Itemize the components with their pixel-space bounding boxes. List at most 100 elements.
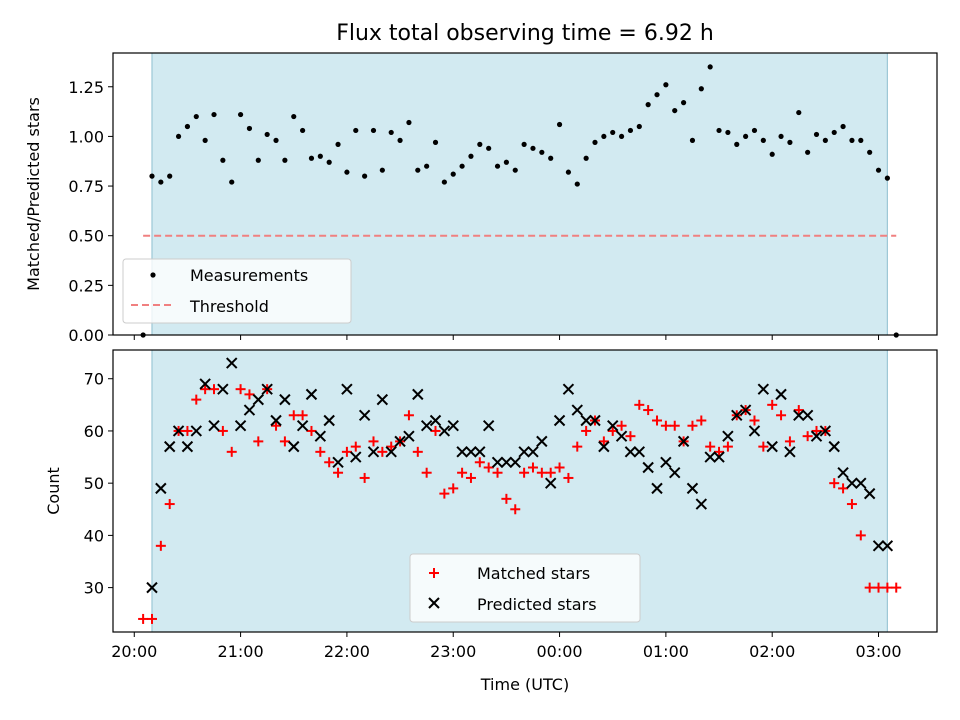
predicted-star-point-b (482, 420, 495, 432)
measurement-point (875, 167, 882, 173)
matched-star-point (855, 530, 866, 541)
predicted-star-point (642, 461, 654, 474)
predicted-star-point-b (252, 393, 265, 406)
measurement-point (565, 169, 572, 175)
predicted-star-point-b (412, 388, 424, 401)
predicted-star-point-b (881, 540, 894, 552)
predicted-star-point (651, 482, 663, 495)
legend-marker-matched-stars (429, 568, 439, 578)
measurement-point (211, 111, 217, 118)
predicted-star-point-b (801, 409, 814, 421)
predicted-star-point (713, 451, 725, 463)
matched-star-point (146, 613, 157, 624)
measurement-point (769, 151, 775, 157)
top-axes-frame (112, 52, 938, 336)
matched-star-point (581, 425, 592, 436)
matched-star-point (572, 441, 583, 452)
predicted-star-point (775, 388, 787, 401)
predicted-star-point-b (651, 482, 663, 495)
predicted-star-point (580, 414, 592, 427)
predicted-star-point-b (810, 430, 823, 442)
predicted-star-point-b (775, 388, 787, 401)
predicted-star-point-b (429, 414, 442, 427)
predicted-star-point-b (491, 456, 504, 468)
measurement-point (406, 119, 412, 126)
matched-star-point (368, 436, 379, 447)
measurement-point (317, 153, 323, 159)
predicted-star-point (669, 467, 681, 479)
matched-star-point (891, 582, 902, 593)
measurement-point (698, 86, 704, 92)
measurement-point (654, 92, 660, 98)
legend-cross (428, 597, 440, 609)
bottom-x-ticks: 20:00 21:00 22:00 23:00 00:00 01:00 02:00 03:00 (111, 632, 902, 661)
predicted-star-point (146, 581, 158, 594)
matched-star-point (359, 472, 370, 483)
matched-star-point (705, 441, 716, 452)
predicted-star-point (172, 425, 185, 437)
predicted-star-point (536, 435, 548, 448)
measurement-point (494, 163, 501, 169)
top-x-ticks (133, 335, 880, 340)
predicted-star-point-b (420, 420, 433, 432)
matched-star-point (554, 462, 565, 473)
matched-star-point (182, 425, 193, 436)
predicted-star-point (544, 477, 557, 489)
matched-star-point (501, 493, 512, 504)
measurement-point (627, 127, 634, 134)
matched-star-point (492, 467, 503, 478)
matched-star-point (333, 467, 344, 478)
predicted-star-point (332, 456, 344, 468)
predicted-star-point (810, 430, 823, 442)
matched-star-point (465, 472, 476, 483)
predicted-star-point-b (270, 414, 282, 427)
matched-star-point (235, 384, 246, 395)
measurement-point (813, 131, 820, 138)
measurement-point (680, 100, 687, 106)
predicted-star-point-b (279, 393, 291, 406)
predicted-star-point (633, 446, 646, 458)
matched-star-point (687, 420, 698, 431)
predicted-star-point-b (376, 393, 389, 406)
matched-star-point (457, 467, 468, 478)
predicted-star-point-b (146, 581, 158, 594)
predicted-star-point (429, 414, 442, 427)
predicted-star-point-b (793, 409, 805, 421)
measurement-point (512, 167, 518, 173)
matched-star-point (643, 405, 654, 416)
measurement-point (707, 64, 713, 70)
predicted-star-point-b (217, 383, 229, 395)
measurement-point (592, 139, 598, 145)
matched-star-point (811, 425, 822, 436)
predicted-star-point (261, 383, 273, 395)
predicted-star-point (615, 430, 628, 442)
legend-label-predicted-stars: Predicted stars (477, 595, 597, 614)
measurement-point (335, 141, 341, 147)
predicted-star-point-b (828, 440, 840, 453)
top-y-tick-label: 0.50 (68, 227, 104, 246)
predicted-star-point (243, 404, 256, 416)
measurement-point (840, 123, 846, 130)
predicted-star-point-b (155, 482, 167, 495)
matched-star-point (882, 582, 893, 593)
matched-star-point (793, 405, 804, 416)
predicted-star-point (624, 446, 637, 458)
predicted-star-point (376, 393, 389, 406)
predicted-star-point-b (474, 446, 486, 458)
predicted-star-point-b (615, 430, 628, 442)
predicted-star-point (846, 477, 858, 489)
matched-star-point (634, 399, 645, 410)
predicted-star-point-b (633, 446, 646, 458)
measurement-point (149, 173, 155, 179)
measurement-point (477, 141, 483, 147)
matched-star-point (412, 446, 423, 457)
measurement-point (663, 82, 669, 88)
predicted-star-point (598, 440, 610, 453)
predicted-star-point-b (686, 482, 699, 495)
predicted-star-point (757, 383, 770, 395)
predicted-star-point (589, 414, 601, 427)
predicted-star-point-b (713, 451, 725, 463)
top-y-tick-label: 1.25 (68, 78, 104, 97)
matched-star-point (200, 384, 211, 395)
